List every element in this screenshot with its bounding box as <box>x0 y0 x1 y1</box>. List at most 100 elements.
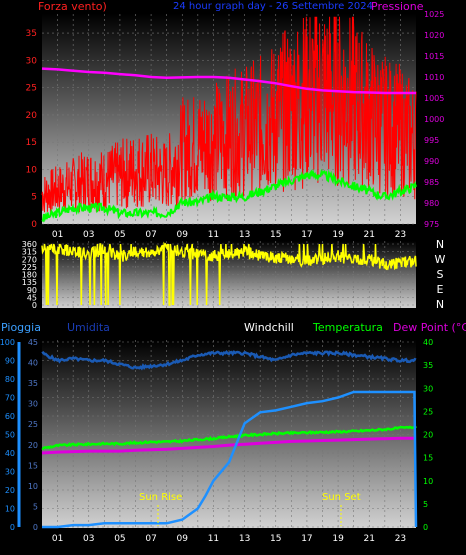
x-tick-label: 23 <box>395 534 406 544</box>
x-tick-label: 03 <box>83 230 94 240</box>
pressure-y-tick: 985 <box>424 178 439 187</box>
pressure-y-tick: 1025 <box>424 10 444 19</box>
dewpoint-series <box>41 436 416 455</box>
temperature-series <box>41 425 417 451</box>
x-tick-label: 05 <box>114 534 125 544</box>
direction-y-tick: 225 <box>22 263 37 272</box>
x-tick-label: 01 <box>52 230 63 240</box>
wind-y-tick: 5 <box>31 193 37 203</box>
temp-y-tick: 20 <box>423 431 433 440</box>
legend-windchill: Windchill <box>244 321 294 334</box>
wind-y-tick: 10 <box>26 165 38 175</box>
humidity-y-tick: 20 <box>28 441 38 450</box>
direction-y-tick: 315 <box>22 248 37 257</box>
rain-y-tick: 20 <box>5 486 15 495</box>
legend-umidita: Umidita <box>67 321 110 334</box>
humidity-y-tick: 25 <box>28 420 38 429</box>
pressure-axis-title: Pressione <box>371 0 424 13</box>
pressure-y-tick: 1020 <box>424 31 444 40</box>
temp-y-tick: 35 <box>423 361 433 370</box>
x-tick-label: 07 <box>145 534 156 544</box>
x-tick-label: 05 <box>114 230 125 240</box>
direction-y-tick: 270 <box>22 255 37 264</box>
rain-y-tick: 80 <box>5 375 15 384</box>
pressure-y-tick: 980 <box>424 199 439 208</box>
wind-avg-series <box>41 168 417 223</box>
x-tick-label: 17 <box>301 534 312 544</box>
temp-y-tick: 0 <box>423 523 428 532</box>
direction-series <box>41 241 417 306</box>
humidity-y-tick: 15 <box>28 461 38 470</box>
x-tick-label: 15 <box>270 534 281 544</box>
rain-y-tick: 10 <box>5 505 15 514</box>
x-tick-label: 01 <box>52 534 63 544</box>
rain-series <box>42 390 418 529</box>
x-tick-label: 11 <box>208 230 219 240</box>
pressure-y-tick: 1015 <box>424 52 444 61</box>
compass-label: S <box>437 268 444 281</box>
temp-y-tick: 25 <box>423 407 433 416</box>
wind-y-tick: 20 <box>26 111 38 121</box>
compass-label: E <box>437 283 444 296</box>
humidity-y-tick: 10 <box>28 482 38 491</box>
humidity-y-tick: 30 <box>28 400 38 409</box>
wind-y-tick: 15 <box>26 138 37 148</box>
wind-y-tick: 30 <box>26 56 38 66</box>
temp-y-tick: 10 <box>423 477 433 486</box>
legend-dewpoint: Dew Point (°C) <box>393 321 466 334</box>
pressure-series <box>41 67 416 95</box>
x-tick-label: 09 <box>177 534 189 544</box>
humidity-y-tick: 45 <box>28 338 38 347</box>
pressure-y-tick: 995 <box>424 136 439 145</box>
direction-y-tick: 135 <box>22 278 37 287</box>
wind-y-tick: 35 <box>26 29 37 39</box>
x-tick-label: 03 <box>83 534 94 544</box>
legend-temperatura: Temperatura <box>312 321 383 334</box>
legend-pioggia: Pioggia <box>1 321 41 334</box>
x-tick-label: 21 <box>364 230 375 240</box>
x-tick-label: 09 <box>177 230 189 240</box>
x-tick-label: 23 <box>395 230 406 240</box>
rain-y-tick: 90 <box>5 357 15 366</box>
temp-y-tick: 5 <box>423 500 428 509</box>
x-tick-label: 19 <box>332 534 344 544</box>
x-tick-label: 21 <box>364 534 375 544</box>
x-tick-label: 13 <box>239 534 250 544</box>
temp-y-tick: 40 <box>423 338 433 347</box>
rain-y-tick: 40 <box>5 449 15 458</box>
pressure-y-tick: 1005 <box>424 94 444 103</box>
graph-title: 24 hour graph day - 26 Settembre 2024 <box>173 1 373 12</box>
pressure-y-tick: 1000 <box>424 115 444 124</box>
pressure-y-tick: 990 <box>424 157 439 166</box>
humidity-y-tick: 0 <box>33 523 38 532</box>
direction-y-tick: 0 <box>32 301 37 310</box>
humidity-series <box>41 349 417 371</box>
pressure-y-tick: 1010 <box>424 73 444 82</box>
rain-y-tick: 50 <box>5 431 15 440</box>
rain-y-tick: 60 <box>5 412 15 421</box>
direction-y-tick: 90 <box>27 286 37 295</box>
wind-y-tick: 25 <box>26 84 37 94</box>
humidity-y-tick: 5 <box>33 502 38 511</box>
compass-label: W <box>435 253 446 266</box>
x-tick-label: 17 <box>301 230 312 240</box>
sunset-label: Sun Set <box>322 492 361 503</box>
x-tick-label: 15 <box>270 230 281 240</box>
compass-label: N <box>436 238 444 251</box>
direction-y-tick: 45 <box>27 293 37 302</box>
pressure-y-tick: 975 <box>424 220 439 229</box>
rain-y-tick: 70 <box>5 394 15 403</box>
temp-y-tick: 30 <box>423 384 433 393</box>
direction-y-tick: 360 <box>22 240 37 249</box>
rain-y-tick: 0 <box>10 523 15 532</box>
sunrise-label: Sun Rise <box>139 492 182 503</box>
humidity-y-tick: 40 <box>28 359 38 368</box>
rain-y-tick: 100 <box>0 338 15 347</box>
temp-y-tick: 15 <box>423 454 433 463</box>
compass-label: N <box>436 298 444 311</box>
rain-y-tick: 30 <box>5 468 15 477</box>
humidity-y-tick: 35 <box>28 379 38 388</box>
x-tick-label: 11 <box>208 534 219 544</box>
x-tick-label: 07 <box>145 230 156 240</box>
